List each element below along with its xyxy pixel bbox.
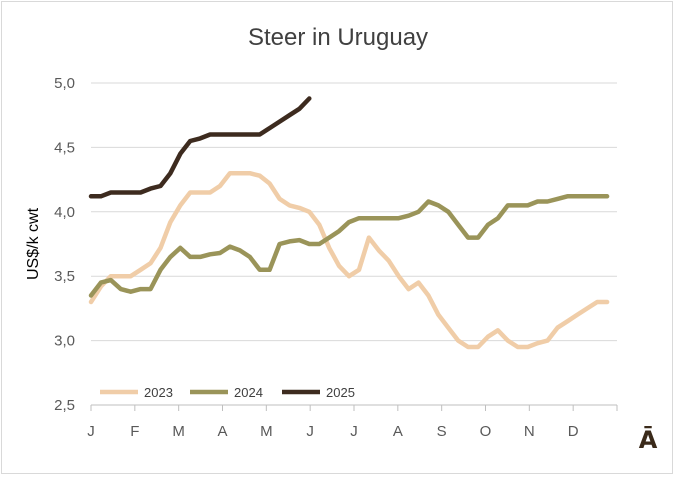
y-tick-label: 4,0 (54, 204, 75, 221)
series-lines (88, 96, 610, 350)
y-tick-label: 3,5 (54, 268, 75, 285)
legend-label-2024: 2024 (234, 385, 263, 400)
series-line-2025 (88, 96, 312, 199)
brand-logo: Ā (639, 425, 658, 454)
gridlines (91, 82, 617, 342)
y-tick-labels: 5,0 4,5 4,0 3,5 3,0 2,5 (54, 75, 75, 414)
x-tick-label: A (393, 423, 403, 440)
chart-title: Steer in Uruguay (248, 24, 428, 51)
y-tick-label: 5,0 (54, 75, 75, 92)
y-axis-label: US$/k cwt (25, 207, 42, 280)
x-tick-label: J (350, 423, 358, 440)
legend-label-2025: 2025 (326, 385, 355, 400)
x-tick-label: M (260, 423, 273, 440)
y-tick-label: 3,0 (54, 333, 75, 350)
x-tick-label: A (217, 423, 227, 440)
x-tick-label: D (568, 423, 579, 440)
y-tick-label: 4,5 (54, 139, 75, 156)
y-tick-label: 2,5 (54, 397, 75, 414)
legend-label-2023: 2023 (144, 385, 173, 400)
x-tick-label: M (172, 423, 185, 440)
x-tick-label: S (437, 423, 447, 440)
series-line-2023 (88, 170, 610, 350)
legend: 2023 2024 2025 (100, 385, 355, 400)
series-line-2024 (88, 194, 610, 298)
x-tick-label: F (130, 423, 139, 440)
x-tick-label: O (480, 423, 492, 440)
x-tick-label: J (306, 423, 314, 440)
x-tick-label: J (87, 423, 95, 440)
x-tick-label: N (524, 423, 535, 440)
